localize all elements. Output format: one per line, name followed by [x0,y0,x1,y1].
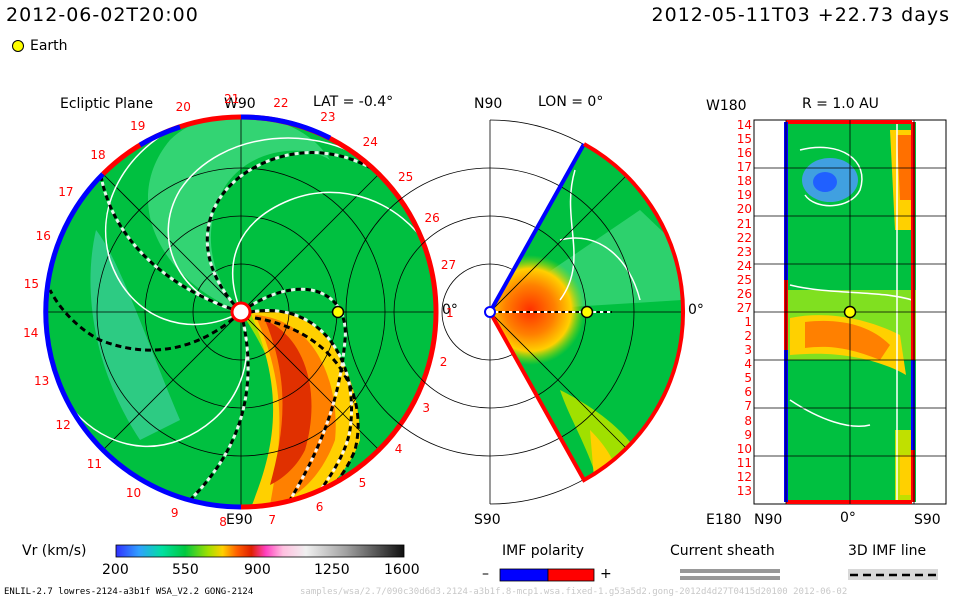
radial-w180-label: W180 [706,98,747,114]
earth-marker-radial [843,305,857,319]
earth-legend-label: Earth [30,38,68,54]
rotation-number: 8 [219,515,227,530]
rotation-number: 5 [358,475,367,490]
rotation-number: 4 [394,442,403,457]
footer-left: ENLIL-2.7 lowres-2124-a3b1f WSA_V2.2 GON… [4,587,254,597]
meridional-title: LON = 0° [538,94,604,110]
ecliptic-top-label: W90 [224,96,256,112]
rotation-number: 11 [86,456,102,471]
velocity-colorbar [115,544,405,558]
radial-x-label-n90: N90 [754,512,783,528]
ecliptic-title: Ecliptic Plane [60,96,154,112]
rotation-number: 3 [422,401,430,416]
radial-y-label: 27 [736,300,752,315]
meridional-zero-label: 0° [688,302,704,318]
radial-y-label: 21 [736,216,752,231]
radial-y-label: 3 [744,343,752,358]
radial-x-label-s90: S90 [914,512,941,528]
imf-positive-swatch [547,568,595,582]
radial-y-label: 20 [736,202,752,217]
footer-right: samples/wsa/2.7/090c30d6d3.2124-a3b1f.8-… [300,587,848,597]
rotation-number: 23 [320,110,336,125]
radial-y-label: 9 [744,427,752,442]
radial-y-label: 13 [736,483,752,498]
radial-e180-label: E180 [706,512,742,528]
rotation-number: 21 [224,92,240,107]
simulation-time: 2012-06-02T20:00 [6,4,199,26]
rotation-number: 18 [90,148,106,163]
imf-minus-label: – [482,566,489,582]
rotation-number: 12 [55,418,71,433]
imf-line-swatch [848,569,938,580]
colorbar-tick-550: 550 [172,562,199,578]
rotation-number: 20 [175,100,191,115]
rotation-number: 9 [170,506,179,521]
radial-y-label: 18 [736,174,752,189]
radial-y-label: 6 [744,385,752,400]
radial-y-label: 17 [736,160,752,175]
radial-y-label: 4 [744,357,752,372]
radial-y-label: 15 [736,132,752,147]
rotation-number: 15 [23,276,39,291]
imf-line-label: 3D IMF line [848,543,927,559]
rotation-number: 25 [397,169,414,184]
model-run-label: 2012-05-11T03 +22.73 days [651,4,950,26]
colorbar-tick-1250: 1250 [314,562,350,578]
radial-y-label: 14 [736,118,752,132]
rotation-number: 17 [58,185,74,200]
radial-x-label-0: 0° [840,510,856,526]
rotation-number: 1 [445,306,454,321]
rotation-number: 24 [362,135,378,150]
radial-y-label: 1 [744,315,752,330]
earth-marker-ecliptic [331,305,345,319]
radial-y-label: 5 [744,371,752,386]
meridional-s90-label: S90 [474,512,501,528]
rotation-number: 14 [23,326,39,341]
rotation-number: 10 [125,486,142,501]
radial-y-label: 2 [744,329,752,344]
radial-y-label: 23 [736,244,752,259]
radial-y-label: 16 [736,146,752,161]
radial-y-label: 11 [736,455,752,470]
rotation-number: 19 [130,119,146,134]
colorbar-tick-200: 200 [102,562,129,578]
current-sheath-swatch [680,569,780,580]
earth-marker-meridional [580,305,594,319]
radial-y-label: 7 [744,399,752,414]
meridional-n90-label: N90 [474,96,503,112]
rotation-number: 27 [440,257,457,272]
rotation-number: 26 [424,211,440,226]
colorbar-tick-900: 900 [244,562,271,578]
rotation-number: 16 [35,229,51,244]
rotation-number: 6 [315,499,324,514]
rotation-number: 13 [33,374,50,389]
ecliptic-bottom-label: E90 [226,512,253,528]
imf-negative-swatch [499,568,549,582]
rotation-number: 2 [439,355,448,370]
radial-y-label: 24 [736,258,752,273]
earth-marker-icon [12,40,24,52]
ecliptic-lat-label: LAT = -0.4° [313,94,394,110]
colorbar-label: Vr (km/s) [22,543,87,559]
radial-y-label: 12 [736,469,752,484]
radial-y-label: 26 [736,286,752,301]
rotation-number: 22 [273,95,289,110]
radial-y-label: 10 [736,441,752,456]
radial-surface-plot [753,119,947,505]
radial-title: R = 1.0 AU [802,96,879,112]
imf-polarity-label: IMF polarity [502,543,585,559]
radial-y-label: 8 [744,413,752,428]
imf-plus-label: + [600,566,612,582]
current-sheath-label: Current sheath [670,543,775,559]
radial-y-label: 25 [736,272,752,287]
colorbar-tick-1600: 1600 [384,562,420,578]
ecliptic-zero-label: 0° [442,302,458,318]
radial-y-label: 22 [736,230,752,245]
meridional-plane-plot [345,119,686,505]
ecliptic-plane-plot [43,114,439,510]
rotation-number: 7 [268,513,277,528]
radial-y-label: 19 [736,188,752,203]
